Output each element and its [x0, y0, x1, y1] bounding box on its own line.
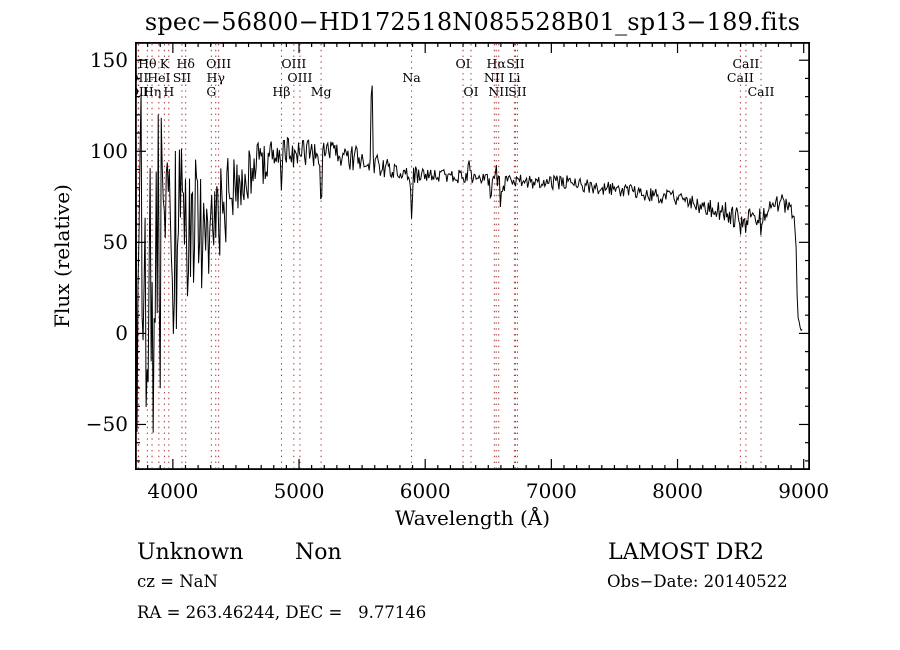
y-tick-label: 150: [89, 48, 128, 73]
ra-dec-value: RA = 263.46244, DEC = 9.77146: [137, 603, 427, 622]
spectral-line-label: Hδ: [177, 56, 195, 71]
x-tick-label: 8000: [652, 479, 703, 503]
spectral-line-label: Li: [508, 70, 520, 85]
class-label: Unknown: [137, 540, 244, 565]
spectral-line-label: Hθ: [138, 56, 156, 71]
subclass-label: Non: [295, 540, 342, 565]
survey-label: LAMOST DR2: [608, 540, 764, 565]
spectral-line-label: H: [163, 84, 174, 99]
spectral-line-label: OII: [135, 84, 149, 99]
spectral-line-label: SII: [173, 70, 192, 85]
x-tick-label: 9000: [778, 479, 830, 503]
plot-frame: [135, 42, 810, 470]
x-tick-label: 6000: [399, 479, 451, 503]
spectral-line-label: Hα: [487, 56, 507, 71]
obs-date: Obs−Date: 20140522: [607, 572, 788, 591]
y-tick-label: 50: [102, 230, 128, 255]
x-tick-label: 4000: [147, 479, 199, 503]
spectral-line-label: G: [206, 84, 216, 99]
spectrum-plot: OIIOIIHθHηHeIKHSIIHδGHγOIIIHβOIIIOIIIMgN…: [135, 42, 810, 470]
spectral-line-label: NII: [484, 70, 505, 85]
spectral-line-label: OI: [455, 56, 470, 71]
spectral-line-label: CaII: [727, 70, 754, 85]
x-axis-label: Wavelength (Å): [394, 506, 551, 530]
spectral-line-label: CaII: [748, 84, 775, 99]
spectral-line-label: NII: [488, 84, 509, 99]
spectral-line-label: K: [160, 56, 170, 71]
spectral-line-label: Hγ: [207, 70, 225, 85]
cz-value: cz = NaN: [137, 572, 218, 591]
spectral-line-label: SII: [506, 56, 525, 71]
spectral-line-label: SII: [508, 84, 527, 99]
y-tick-label: 100: [89, 139, 128, 164]
spectrum-trace: [135, 85, 803, 433]
y-axis-label: Flux (relative): [50, 184, 74, 328]
x-tick-label: 7000: [525, 479, 577, 503]
spectral-line-label: Hη: [143, 84, 161, 99]
spectral-line-label: CaII: [732, 56, 759, 71]
spectral-line-label: OII: [135, 70, 148, 85]
spectral-line-label: Mg: [311, 84, 332, 99]
x-tick-label: 5000: [273, 479, 325, 503]
page-title: spec−56800−HD172518N085528B01_sp13−189.f…: [144, 8, 801, 36]
spectral-line-label: Hβ: [272, 84, 290, 99]
spectral-line-label: OIII: [287, 70, 312, 85]
spectral-line-label: OI: [463, 84, 478, 99]
spectral-line-label: OIII: [281, 56, 306, 71]
spectral-line-label: Na: [402, 70, 421, 85]
spectral-line-label: OIII: [206, 56, 231, 71]
spectral-line-label: HeI: [147, 70, 170, 85]
y-tick-label: 0: [115, 321, 128, 346]
y-tick-label: −50: [85, 412, 128, 437]
